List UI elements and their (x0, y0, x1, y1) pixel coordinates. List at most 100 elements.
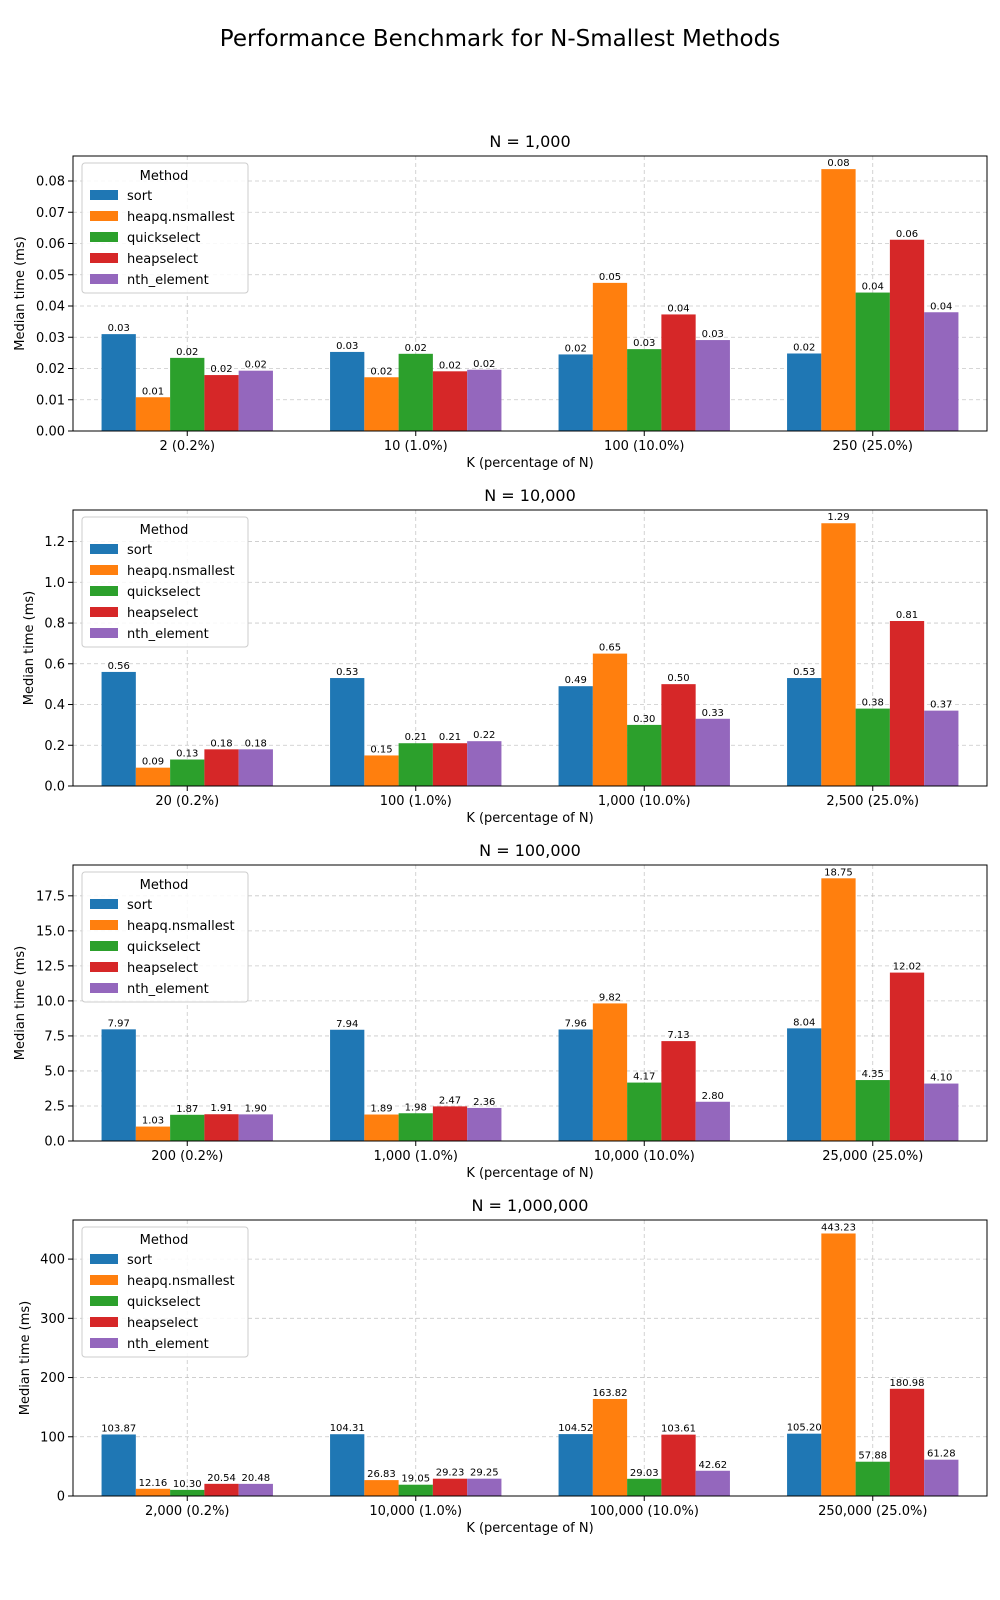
x-axis-label: K (percentage of N) (466, 811, 593, 826)
legend-entry: heapq.nsmallest (127, 564, 235, 579)
data-label: 0.22 (473, 730, 495, 741)
legend-entry: heapq.nsmallest (127, 210, 235, 225)
y-tick-label: 0.0 (44, 780, 65, 795)
x-tick-label: 2,000 (0.2%) (145, 1504, 230, 1519)
y-tick-label: 200 (40, 1371, 65, 1386)
x-tick-label: 10 (1.0%) (384, 439, 448, 454)
bar-sort (787, 1433, 822, 1496)
plot-frame (72, 509, 988, 787)
y-tick-label: 15.0 (36, 924, 65, 939)
y-tick-label: 2.5 (44, 1099, 65, 1114)
bar-nth_element (238, 1483, 273, 1496)
data-label: 0.02 (210, 364, 232, 375)
legend: Method sort heapq.nsmallest quickselect heap… (81, 1226, 249, 1358)
data-label: 4.10 (930, 1073, 952, 1084)
legend-entry: sort (127, 898, 152, 913)
bar-sort (101, 671, 136, 786)
legend-box (81, 162, 249, 294)
data-label: 42.62 (698, 1460, 727, 1471)
legend-entry: sort (127, 1253, 152, 1268)
bar-nth_element (467, 1107, 502, 1141)
y-axis-label: Median time (ms) (13, 236, 28, 351)
y-axis-label: Median time (ms) (13, 946, 28, 1061)
data-label: 0.33 (702, 708, 724, 719)
bar-heapq-nsmallest (135, 397, 171, 431)
bar-nth_element (695, 1101, 730, 1141)
y-tick-label: 0.2 (44, 739, 65, 754)
legend-swatch (90, 962, 118, 972)
data-label: 0.13 (176, 749, 198, 760)
bar-quickselect (398, 353, 433, 431)
bar-nth_element (924, 710, 959, 786)
bar-quickselect (627, 349, 662, 431)
y-tick-label: 0.0 (44, 1135, 65, 1150)
y-tick-label: 0.03 (36, 331, 65, 346)
bar-heapq-nsmallest (592, 282, 628, 431)
bar-quickselect (627, 1478, 662, 1496)
y-tick-label: 10.0 (36, 994, 65, 1009)
bar-heapq-nsmallest (364, 1480, 399, 1496)
x-tick-label: 100,000 (10.0%) (590, 1504, 699, 1519)
legend-title: Method (140, 878, 189, 893)
bar-heapselect (432, 1478, 468, 1496)
bar-heapselect (432, 743, 468, 786)
x-tick-label: 2,500 (25.0%) (826, 794, 919, 809)
x-axis-label: K (percentage of N) (466, 456, 593, 471)
y-tick-label: 0.8 (44, 617, 65, 632)
bar-heapq-nsmallest (135, 767, 171, 786)
data-label: 2.47 (439, 1095, 461, 1106)
chart-panel-2: N = 10,000 0.0 0.2 0.4 0.6 0.8 1.0 1.2 0.56 0.53 0… (22, 486, 988, 826)
legend: Method sort heapq.nsmallest quickselect heap… (81, 871, 249, 1003)
bar-sort (558, 354, 593, 431)
legend-swatch (90, 211, 118, 221)
legend-entry: nth_element (127, 273, 209, 288)
legend-entry: quickselect (127, 940, 200, 955)
data-label: 8.04 (793, 1017, 815, 1028)
y-tick-label: 0.00 (36, 425, 65, 440)
bar-heapselect (204, 1483, 239, 1496)
data-label: 1.87 (176, 1104, 198, 1115)
data-label: 7.13 (667, 1030, 689, 1041)
data-label: 57.88 (858, 1451, 887, 1462)
bar-quickselect (627, 724, 662, 786)
bar-heapq-nsmallest (821, 169, 856, 431)
data-label: 20.48 (241, 1473, 270, 1484)
bar-heapq-nsmallest (364, 377, 399, 431)
data-label: 0.04 (930, 301, 952, 312)
bar-quickselect (398, 1484, 433, 1496)
y-tick-label: 100 (40, 1430, 65, 1445)
data-label: 0.53 (336, 667, 358, 678)
x-tick-label: 20 (0.2%) (155, 794, 219, 809)
x-tick-label: 250,000 (25.0%) (818, 1504, 927, 1519)
bar-sort (787, 678, 822, 786)
legend-entry: heapselect (127, 1316, 198, 1331)
legend-swatch (90, 544, 118, 554)
y-tick-label: 1.2 (44, 535, 65, 550)
data-label: 163.82 (592, 1388, 627, 1399)
data-label: 0.01 (142, 386, 164, 397)
data-label: 0.49 (565, 675, 587, 686)
data-label: 0.21 (405, 732, 427, 743)
chart-panel-4: N = 1,000,000 0 100 200 300 400 103.87 104.31 10… (18, 1196, 988, 1536)
legend-swatch (90, 1275, 118, 1285)
bar-heapq-nsmallest (821, 1233, 856, 1496)
bar-quickselect (398, 743, 433, 786)
bar-quickselect (398, 1113, 433, 1141)
x-tick-label: 100 (1.0%) (380, 794, 452, 809)
data-label: 0.38 (862, 698, 884, 709)
bar-heapq-nsmallest (592, 653, 628, 786)
y-axis-label: Median time (ms) (22, 591, 37, 706)
data-label: 18.75 (824, 867, 853, 878)
legend-entry: quickselect (127, 585, 200, 600)
bar-sort (101, 1029, 136, 1141)
legend-swatch (90, 983, 118, 993)
legend-swatch (90, 232, 118, 242)
data-label: 0.50 (667, 673, 689, 684)
legend-swatch (90, 1338, 118, 1348)
bar-heapq-nsmallest (135, 1126, 171, 1141)
x-axis-label: K (percentage of N) (466, 1166, 593, 1181)
data-label: 443.23 (821, 1222, 856, 1233)
legend-entry: sort (127, 189, 152, 204)
bar-nth_element (695, 1470, 730, 1496)
bar-quickselect (170, 1114, 205, 1141)
